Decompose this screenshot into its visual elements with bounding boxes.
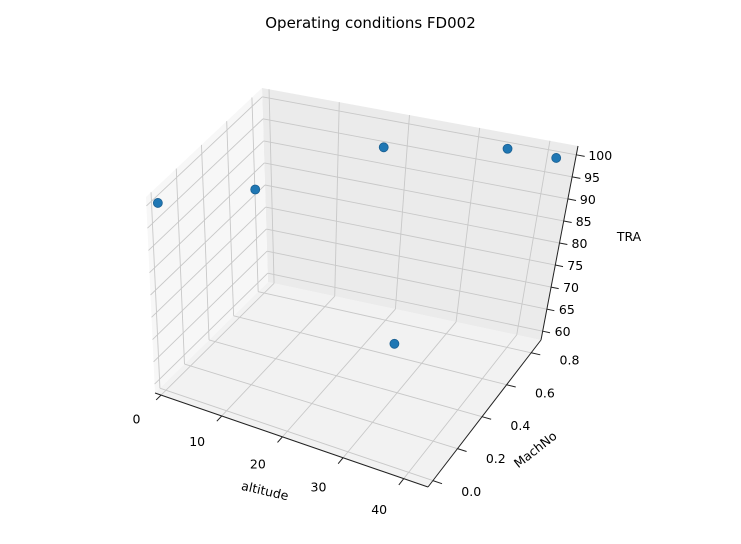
grid-line-z-back	[263, 140, 568, 200]
grid-line-z-back	[264, 162, 564, 222]
grid-line-z-side	[151, 206, 266, 318]
grid-line-z-side	[146, 96, 263, 207]
grid-line-y-floor	[159, 387, 434, 482]
data-points	[152, 142, 562, 349]
grid-line-z-back	[267, 272, 543, 332]
y-tick-mark	[506, 384, 516, 388]
data-point	[250, 184, 261, 195]
y-tick-label: 0.2	[486, 451, 506, 466]
grid-line-z-back	[265, 206, 556, 266]
z-tick-label: 80	[572, 236, 588, 251]
grid-lines	[146, 89, 577, 482]
z-tick-mark	[567, 198, 577, 201]
data-point	[502, 143, 513, 154]
x-axis-line	[154, 392, 429, 488]
z-tick-mark	[546, 308, 555, 312]
grid-line-y-floor	[233, 315, 507, 386]
y-tick-label: 0.4	[510, 418, 530, 433]
grid-line-z-side	[153, 250, 268, 363]
grid-line-z-back	[262, 118, 573, 178]
x-tick-mark	[216, 415, 223, 422]
z-tick-label: 65	[559, 302, 575, 317]
z-tick-label: 95	[584, 170, 600, 185]
grid-line-y-floor	[258, 291, 532, 354]
z-tick-mark	[576, 154, 585, 157]
grid-line-y-floor	[208, 339, 483, 418]
z-tick-mark	[542, 330, 551, 334]
x-tick-label: 0	[133, 411, 141, 426]
grid-line-z-side	[150, 184, 266, 296]
grid-line-z-side	[147, 118, 264, 229]
x-tick-mark	[155, 394, 162, 401]
grid-line-z-back	[264, 184, 560, 244]
y-tick-label: 0.6	[535, 385, 555, 400]
grid-line-z-back	[266, 250, 547, 310]
y-axis-line	[427, 339, 542, 488]
grid-line-z-back	[262, 96, 577, 156]
grid-line-y-floor	[184, 363, 458, 450]
x-tick-label: 30	[311, 479, 327, 494]
x-tick-mark	[398, 478, 405, 486]
z-tick-label: 90	[580, 192, 596, 207]
data-point	[378, 142, 389, 153]
z-tick-label: 85	[576, 214, 592, 229]
y-tick-mark	[531, 352, 541, 356]
y-tick-mark	[481, 416, 492, 420]
tick-labels: 0 10 20 30 40 0.0 0.2 0.4 0.6 0.8 60 65 70 75 80 85 90 95…	[133, 148, 613, 517]
grid-line-x-floor	[403, 334, 518, 479]
y-tick-mark	[457, 448, 467, 452]
grid-line-z-side	[149, 162, 265, 274]
data-point	[551, 153, 562, 163]
z-axis-label: TRA	[616, 229, 642, 244]
grid-line-x-floor	[282, 308, 396, 438]
back-pane	[262, 88, 578, 340]
x-tick-label: 20	[250, 457, 266, 472]
grid-line-z-side	[148, 140, 264, 251]
grid-line-z-side	[154, 272, 269, 385]
z-tick-mark	[572, 176, 581, 179]
y-tick-mark	[432, 480, 443, 485]
z-tick-label: 75	[567, 258, 583, 273]
z-tick-mark	[550, 286, 559, 290]
grid-line-x-floor	[160, 282, 275, 396]
x-axis-label: altitude	[240, 478, 290, 503]
data-point	[389, 338, 400, 349]
grid-line-z-back	[266, 228, 552, 288]
data-point	[152, 198, 163, 208]
z-tick-mark	[559, 242, 568, 246]
chart-title: Operating conditions FD002	[265, 14, 476, 32]
y-tick-label: 0.0	[461, 484, 481, 499]
y-axis-label: MachNo	[511, 428, 560, 471]
y-tick-label: 0.8	[560, 353, 580, 368]
x-tick-label: 10	[189, 434, 205, 449]
x-tick-mark	[337, 457, 344, 464]
z-tick-label: 70	[563, 280, 579, 295]
x-tick-label: 40	[371, 502, 387, 517]
z-tick-label: 100	[588, 148, 612, 163]
z-tick-mark	[555, 264, 564, 268]
grid-line-z-side	[152, 228, 267, 340]
grid-line-x-floor	[342, 321, 457, 459]
tick-marks	[155, 154, 585, 486]
grid-line-x-floor	[221, 295, 336, 417]
z-tick-label: 60	[555, 324, 571, 339]
z-tick-mark	[563, 220, 572, 223]
x-tick-mark	[277, 436, 283, 443]
